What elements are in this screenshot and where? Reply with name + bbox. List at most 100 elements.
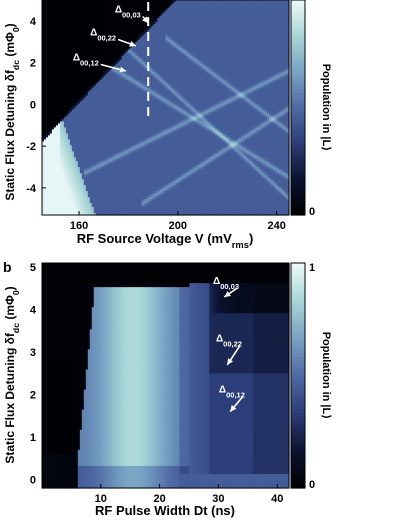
heatmap-cell: [89, 41, 93, 45]
heatmap-cell: [79, 127, 83, 130]
heatmap-cell: [81, 1, 85, 5]
heatmap-cell: [89, 111, 93, 115]
heatmap-cell: [75, 153, 79, 156]
heatmap-cell: [61, 33, 65, 37]
heatmap-cell: [65, 69, 69, 73]
heatmap-cell: [47, 75, 51, 79]
heatmap-cell: [63, 9, 67, 13]
heatmap-cell: [77, 91, 81, 95]
heatmap-cell: [91, 135, 95, 138]
heatmap-cell: [79, 209, 83, 212]
heatmap-cell: [89, 31, 93, 35]
heatmap-cell: [91, 213, 95, 216]
heatmap-cell: [55, 41, 59, 45]
heatmap-cell: [47, 179, 51, 182]
heatmap-cell: [87, 125, 91, 129]
heatmap-cell: [69, 101, 73, 105]
heatmap-cell: [95, 123, 99, 127]
heatmap-cell: [53, 127, 57, 130]
heatmap-cell: [73, 213, 77, 216]
heatmap-cell: [83, 49, 87, 53]
heatmap-cell: [81, 119, 85, 123]
heatmap-cell: [51, 73, 55, 77]
heatmap-cell: [45, 199, 49, 202]
heatmap-cell: [91, 1, 95, 5]
heatmap-cell: [95, 185, 99, 188]
heatmap-cell: [85, 213, 89, 216]
heatmap-cell: [97, 125, 101, 129]
heatmap-cell: [67, 13, 71, 17]
heatmap-cell: [95, 189, 99, 192]
heatmap-cell: [47, 31, 51, 35]
heatmap-cell: [83, 129, 87, 132]
heatmap-cell: [95, 125, 99, 129]
heatmap-cell: [49, 177, 53, 180]
heatmap-cell: [75, 123, 79, 127]
heatmap-cell: [79, 179, 83, 182]
heatmap-cell: [42, 5, 45, 9]
heatmap-cell: [85, 197, 89, 200]
heatmap-cell: [99, 39, 103, 43]
heatmap-cell: [93, 41, 97, 45]
heatmap-cell: [89, 57, 93, 61]
heatmap-cell: [93, 113, 97, 117]
heatmap-cell: [71, 65, 75, 69]
heatmap-cell: [69, 109, 73, 113]
heatmap-cell: [97, 113, 101, 117]
heatmap-cell: [69, 69, 73, 73]
heatmap-cell: [45, 159, 49, 162]
heatmap-cell: [65, 29, 69, 33]
heatmap-cell: [71, 129, 75, 132]
heatmap-cell: [59, 75, 63, 79]
heatmap-cell: [93, 105, 97, 109]
heatmap-cell: [97, 21, 101, 25]
heatmap-cell: [93, 91, 97, 95]
heatmap-cell: [59, 95, 63, 99]
heatmap-cell: [89, 53, 93, 57]
heatmap-cell: [55, 139, 59, 142]
heatmap-cell: [97, 209, 101, 212]
heatmap-cell: [89, 7, 93, 11]
heatmap-cell: [59, 143, 63, 146]
heatmap-cell: [57, 205, 61, 208]
heatmap-cell: [87, 185, 91, 188]
heatmap-cell: [89, 91, 93, 95]
heatmap-cell: [43, 9, 47, 13]
heatmap-cell: [51, 59, 55, 63]
heatmap-cell: [61, 193, 65, 196]
heatmap-cell: [55, 71, 59, 75]
heatmap-cell: [53, 141, 57, 144]
heatmap-cell: [73, 5, 77, 9]
heatmap-cell: [83, 99, 87, 103]
heatmap-cell: [95, 161, 99, 164]
heatmap-cell: [69, 67, 73, 71]
heatmap-cell: [75, 55, 79, 59]
heatmap-cell: [42, 53, 45, 57]
heatmap-cell: [49, 3, 53, 7]
heatmap-cell: [51, 119, 55, 123]
heatmap-cell: [47, 23, 51, 27]
heatmap-cell: [43, 153, 47, 156]
heatmap-cell: [83, 183, 87, 186]
heatmap-cell: [69, 77, 73, 81]
heatmap-cell: [95, 1, 99, 5]
heatmap-cell: [57, 47, 61, 51]
heatmap-cell: [42, 3, 45, 7]
heatmap-cell: [43, 159, 47, 162]
heatmap-cell: [42, 213, 45, 216]
heatmap-cell: [93, 79, 97, 83]
heatmap-cell: [61, 3, 65, 7]
heatmap-cell: [75, 101, 79, 105]
heatmap-cell: [43, 161, 47, 164]
heatmap-cell: [73, 121, 77, 125]
heatmap-cell: [91, 53, 95, 57]
heatmap-cell: [69, 25, 73, 29]
heatmap-cell: [85, 51, 89, 55]
heatmap-cell: [97, 65, 101, 69]
heatmap-cell: [97, 45, 101, 49]
heatmap-cell: [85, 41, 89, 45]
heatmap-cell: [67, 87, 71, 91]
heatmap-cell: [51, 111, 55, 115]
heatmap-cell: [69, 29, 73, 33]
heatmap-cell: [65, 1, 69, 5]
